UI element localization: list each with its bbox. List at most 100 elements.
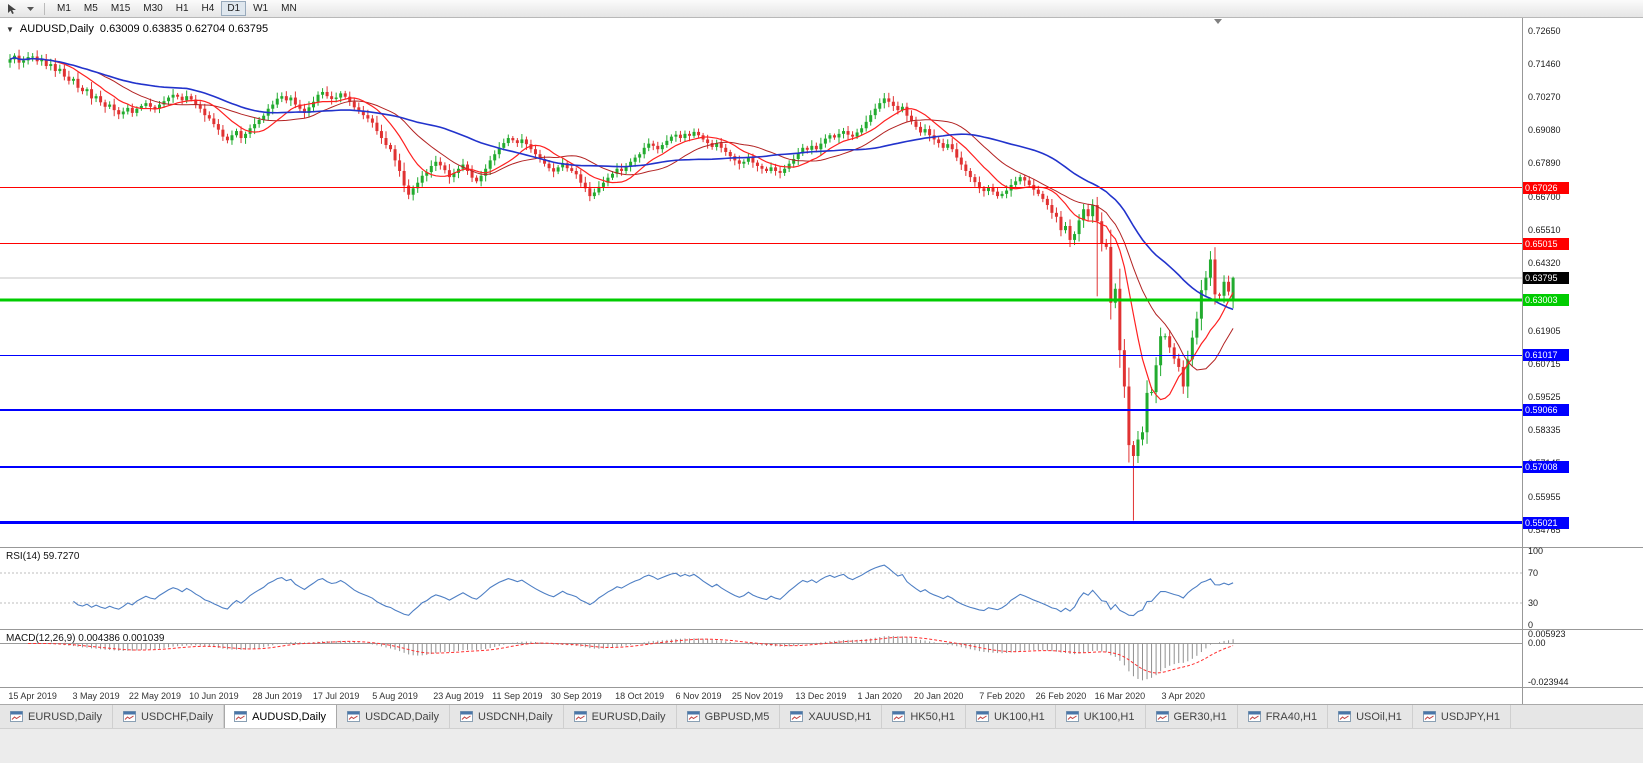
time-axis-label: 30 Sep 2019	[550, 691, 602, 701]
chart-tab-icon	[10, 711, 23, 722]
chart-tab-eurusd-daily[interactable]: EURUSD,Daily	[0, 705, 113, 728]
hline-price-tag: 0.57008	[1523, 461, 1569, 474]
time-axis-label: 3 May 2019	[72, 691, 120, 701]
macd-canvas	[0, 635, 1522, 681]
price-scale-label: 0.60715	[1528, 358, 1561, 369]
chart-tab-usdchf-daily[interactable]: USDCHF,Daily	[113, 705, 225, 728]
macd-panel: MACD(12,26,9) 0.004386 0.001039 0.005923…	[0, 629, 1643, 687]
time-axis-label: 17 Jul 2019	[312, 691, 360, 701]
rsi-scale[interactable]: 100 70 30 0	[1522, 546, 1643, 630]
current-price-tag: 0.63795	[1523, 271, 1569, 284]
chart-tab-label: HK50,H1	[910, 710, 955, 723]
chart-tab-eurusd-daily[interactable]: EURUSD,Daily	[564, 705, 677, 728]
chart-tab-icon	[790, 711, 804, 722]
price-scale-label: 0.64320	[1528, 258, 1561, 269]
time-axis-label: 23 Aug 2019	[433, 691, 484, 701]
time-axis-label: 22 May 2019	[128, 691, 181, 701]
time-axis-label: 1 Jan 2020	[857, 691, 903, 701]
time-axis[interactable]: 15 Apr 2019 3 May 2019 22 May 2019 10 Jun 2…	[0, 687, 1643, 704]
time-axis-label: 16 Mar 2020	[1094, 691, 1146, 701]
timeframe-button-m15[interactable]: M15	[105, 1, 136, 16]
chart-tab-label: FRA40,H1	[1265, 710, 1318, 723]
chart-tab-label: EURUSD,Daily	[591, 710, 666, 723]
macd-scale[interactable]: 0.005923 0.00 -0.023944	[1522, 629, 1643, 687]
rsi-plot[interactable]: RSI(14) 59.7270	[0, 548, 1522, 629]
chart-tab-usoil-h1[interactable]: USOil,H1	[1328, 705, 1413, 728]
chart-tab-ger30-h1[interactable]: GER30,H1	[1146, 705, 1238, 728]
chart-tab-label: USDCHF,Daily	[140, 710, 214, 723]
chart-tab-label: AUDUSD,Daily	[252, 710, 327, 723]
time-axis-label: 18 Oct 2019	[615, 691, 665, 701]
timeframe-button-d1[interactable]: D1	[221, 1, 247, 16]
rsi-scale-label: 0	[1528, 620, 1534, 630]
chart-tab-uk100-h1[interactable]: UK100,H1	[1056, 705, 1146, 728]
time-axis-label: 26 Feb 2020	[1035, 691, 1087, 701]
timeframe-button-m1[interactable]: M1	[51, 1, 77, 16]
chart-tab-usdcad-daily[interactable]: USDCAD,Daily	[337, 705, 451, 728]
timeframe-button-m30[interactable]: M30	[137, 1, 168, 16]
chart-tab-uk100-h1[interactable]: UK100,H1	[966, 705, 1056, 728]
chart-tab-fra40-h1[interactable]: FRA40,H1	[1238, 705, 1329, 728]
hline-price-tag: 0.63003	[1523, 293, 1569, 306]
price-scale-label: 0.65510	[1528, 224, 1561, 235]
price-scale-label: 0.71460	[1528, 58, 1561, 69]
chart-tab-label: USDCAD,Daily	[365, 710, 440, 723]
chart-tab-label: XAUUSD,H1	[808, 710, 872, 723]
chart-tab-label: GER30,H1	[1173, 710, 1227, 723]
hline-price-tag: 0.67026	[1523, 181, 1569, 194]
price-scale[interactable]: 0.72650 0.71460 0.70270 0.69080 0.67890 0.667…	[1522, 18, 1643, 547]
macd-plot[interactable]: MACD(12,26,9) 0.004386 0.001039	[0, 630, 1522, 687]
price-scale-label: 0.54765	[1528, 524, 1561, 535]
chart-tab-icon	[122, 711, 136, 722]
caret-glyph	[26, 7, 34, 11]
chart-tab-label: USDJPY,H1	[1440, 710, 1501, 723]
chart-tab-icon	[686, 711, 700, 722]
chart-tab-usdjpy-h1[interactable]: USDJPY,H1	[1413, 705, 1512, 728]
chart-tab-label: EURUSD,Daily	[28, 710, 102, 723]
price-scale-label: 0.70270	[1528, 92, 1561, 102]
symbol-dropdown-icon[interactable]: ▼	[6, 24, 14, 34]
hline-price-tag: 0.55021	[1523, 516, 1569, 529]
macd-scale-label: 0.00	[1528, 638, 1546, 649]
price-scale-label: 0.66700	[1528, 191, 1561, 202]
chart-tab-icon	[892, 711, 906, 722]
chart-tab-icon	[1422, 711, 1436, 722]
chart-tab-audusd-daily[interactable]: AUDUSD,Daily	[224, 705, 338, 728]
time-axis-label: 6 Nov 2019	[675, 691, 722, 701]
chart-tab-label: GBPUSD,M5	[704, 710, 770, 723]
chart-tab-icon	[573, 711, 587, 722]
hline-price-tag: 0.65015	[1523, 237, 1569, 250]
rsi-scale-label: 70	[1528, 568, 1539, 579]
chart-tab-icon	[1065, 711, 1079, 722]
dropdown-caret-icon[interactable]	[22, 2, 38, 16]
timeframe-button-mn[interactable]: MN	[275, 1, 303, 16]
timeframe-button-h4[interactable]: H4	[196, 1, 221, 16]
time-axis-label: 28 Jun 2019	[252, 691, 303, 701]
timeframe-button-m5[interactable]: M5	[78, 1, 104, 16]
timeframe-button-w1[interactable]: W1	[247, 1, 274, 16]
price-scale-label: 0.58335	[1528, 425, 1561, 436]
timeframe-toolbar: M1 M5 M15 M30 H1 H4 D1 W1 MN	[0, 0, 1643, 18]
rsi-panel: RSI(14) 59.7270 100 70 30 0	[0, 546, 1643, 630]
chart-area: ▼ AUDUSD,Daily 0.63009 0.63835 0.62704 0…	[0, 18, 1643, 704]
chart-tab-icon	[1155, 711, 1169, 722]
hline-price-tag: 0.61017	[1523, 349, 1569, 362]
chart-tab-xauusd-h1[interactable]: XAUUSD,H1	[780, 705, 883, 728]
chart-tab-usdcnh-daily[interactable]: USDCNH,Daily	[450, 705, 564, 728]
cursor-icon[interactable]	[4, 2, 20, 16]
macd-label: MACD(12,26,9) 0.004386 0.001039	[6, 633, 165, 644]
timeframe-button-h1[interactable]: H1	[170, 1, 195, 16]
chart-tab-icon	[1247, 711, 1261, 722]
price-scale-label: 0.69080	[1528, 125, 1561, 136]
rsi-canvas	[0, 564, 1522, 617]
chart-tab-label: UK100,H1	[1083, 710, 1135, 723]
time-axis-label: 25 Nov 2019	[731, 691, 783, 701]
time-axis-label: 13 Dec 2019	[795, 691, 847, 701]
chart-tab-icon	[347, 711, 361, 722]
toolbar-separator	[44, 2, 45, 15]
chart-tab-hk50-h1[interactable]: HK50,H1	[882, 705, 966, 728]
price-scale-label: 0.61905	[1528, 325, 1561, 336]
price-chart-plot[interactable]: ▼ AUDUSD,Daily 0.63009 0.63835 0.62704 0…	[0, 18, 1522, 547]
chart-tab-gbpusd-m5[interactable]: GBPUSD,M5	[677, 705, 781, 728]
